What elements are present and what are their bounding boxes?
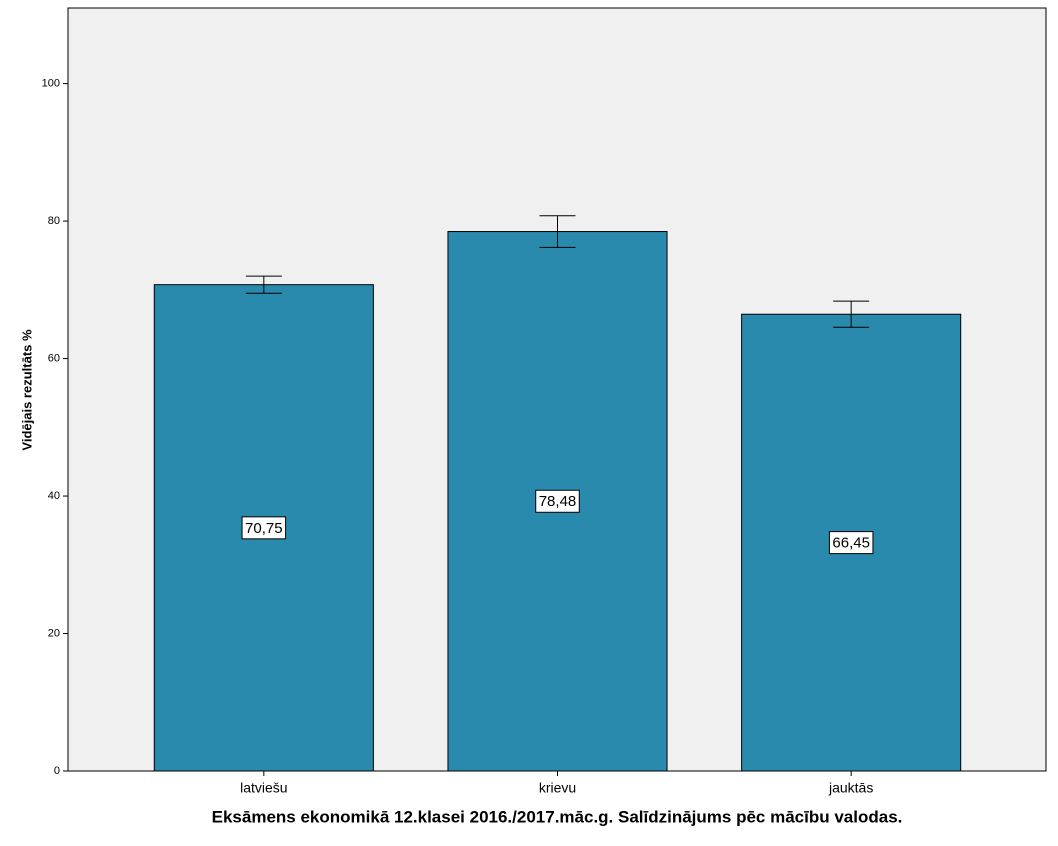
chart-title: Eksāmens ekonomikā 12.klasei 2016./2017.…	[212, 807, 903, 826]
data-label-box	[241, 516, 287, 540]
data-label: 70,75	[245, 520, 283, 537]
error-bar	[245, 275, 282, 294]
x-tick-label: krievu	[539, 780, 576, 796]
data-label-box	[535, 489, 580, 513]
data-label: 78,48	[539, 493, 577, 510]
y-tick-label: 20	[48, 627, 60, 639]
y-tick-label: 80	[48, 215, 60, 227]
x-tick-label: latviešu	[240, 780, 287, 796]
x-tick-label: jauktās	[828, 780, 873, 796]
y-axis-label: Vidējais rezultāts %	[19, 329, 34, 451]
y-tick-label: 40	[48, 490, 60, 502]
error-bar	[833, 300, 870, 328]
error-bar	[539, 215, 576, 248]
y-tick-label: 100	[42, 78, 60, 90]
y-tick-label: 0	[54, 765, 60, 777]
y-tick-label: 60	[48, 352, 60, 364]
data-label-box	[828, 531, 874, 555]
data-label: 66,45	[832, 535, 870, 552]
